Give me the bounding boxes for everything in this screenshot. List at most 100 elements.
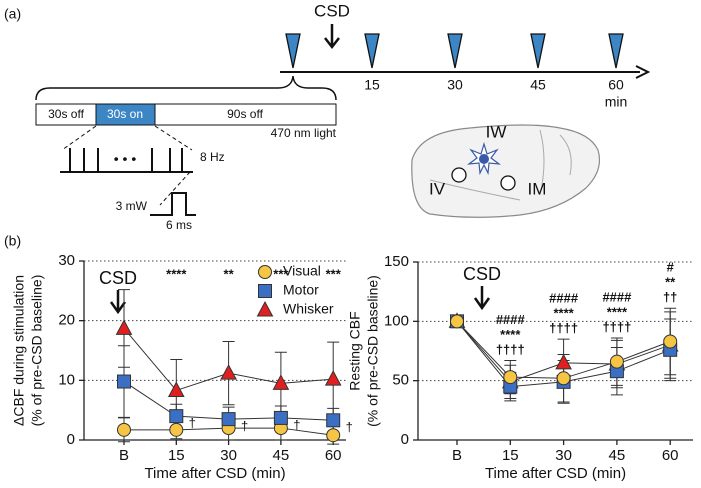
x-tick-label: 15	[502, 447, 519, 464]
significance: †	[189, 416, 196, 431]
x-axis-label: Time after CSD (min)	[485, 465, 626, 482]
significance: ††††	[549, 321, 578, 336]
brain-outline	[411, 124, 601, 218]
y-axis-label: Resting CBF	[347, 311, 363, 390]
timeline-arrowhead	[635, 65, 651, 79]
time-label: 45	[530, 77, 546, 93]
chart: 0 10 20 30 B 15 30 45 60 Time after CSD (min) ΔCBF…	[11, 252, 353, 482]
significance: **	[665, 275, 676, 290]
site-label: IW	[486, 122, 507, 141]
point	[220, 364, 237, 380]
y-tick-label: 20	[58, 312, 75, 329]
x-tick-label: 45	[609, 447, 626, 464]
significance: ††††	[496, 342, 525, 357]
brace	[35, 75, 337, 101]
y-tick-label: 10	[58, 371, 75, 388]
point	[324, 370, 342, 386]
time-label: 60	[608, 77, 624, 93]
protocol-segment	[154, 103, 337, 126]
point	[117, 374, 131, 389]
point	[169, 409, 184, 424]
significance: ††††	[602, 319, 631, 334]
significance: ####	[602, 289, 632, 304]
y-tick-label: 30	[58, 252, 75, 269]
significance: ####	[496, 312, 526, 327]
timeline: CSD 15 30 45 60 min	[280, 1, 651, 110]
frequency-label: 8 Hz	[200, 150, 225, 164]
y-axis-label: (% of pre-CSD baseline)	[29, 275, 45, 427]
point	[221, 412, 236, 427]
point	[273, 410, 288, 425]
legend-marker	[258, 284, 272, 298]
significance: ****	[607, 304, 628, 319]
significance: ####	[549, 291, 579, 306]
significance: ****	[500, 327, 521, 342]
point	[169, 422, 184, 437]
significance: ††	[663, 290, 677, 305]
significance: #	[667, 260, 675, 275]
y-axis-label: (% of pre-CSD baseline)	[365, 275, 381, 427]
significance: ***	[326, 266, 342, 281]
segment-label: 90s off	[227, 107, 263, 121]
y-tick-label: 100	[384, 312, 409, 329]
legend-marker	[258, 265, 272, 279]
significance: †	[293, 417, 300, 432]
x-tick-label: 45	[273, 447, 290, 464]
site-circle	[451, 167, 467, 183]
x-tick-label: 60	[662, 447, 679, 464]
pulse-width-label: 6 ms	[166, 218, 192, 232]
significance: ****	[553, 306, 574, 321]
light-label: 470 nm light	[271, 126, 337, 140]
point	[555, 353, 572, 370]
point	[115, 319, 133, 335]
significance: †	[241, 419, 248, 434]
point	[450, 314, 464, 329]
pulse	[150, 192, 196, 216]
x-tick-label: 60	[325, 447, 342, 464]
panel-label: (b)	[4, 233, 21, 249]
legend-label: Motor	[283, 282, 319, 298]
stimulus-markers	[285, 33, 624, 69]
point	[117, 422, 131, 437]
annotation-arrow	[109, 290, 127, 315]
significance: **	[224, 266, 235, 281]
zoom-lines	[61, 125, 193, 206]
protocol: 30s off 30s on 90s off 470 nm light • • …	[35, 75, 337, 232]
annotation: CSD	[99, 268, 137, 288]
y-tick-label: 0	[67, 431, 75, 448]
y-tick-label: 50	[392, 372, 409, 389]
annotation-arrow	[473, 286, 491, 311]
site-label: IV	[429, 179, 446, 198]
segment-label: 30s on	[107, 107, 143, 121]
point	[326, 428, 341, 443]
significance: †	[346, 420, 353, 435]
point	[326, 413, 341, 428]
legend-marker	[256, 300, 274, 317]
point	[503, 370, 518, 385]
point	[272, 374, 290, 390]
panel-label: (a)	[4, 6, 21, 22]
brain-schematic: IW IV IM	[411, 122, 601, 218]
x-axis-label: Time after CSD (min)	[144, 465, 285, 482]
point	[663, 334, 678, 349]
csd-label: CSD	[314, 1, 350, 20]
power-label: 3 mW	[116, 199, 148, 213]
brain-texture	[429, 129, 572, 201]
x-tick-label: 30	[555, 447, 572, 464]
time-label: 30	[447, 77, 463, 93]
chart: 0 50 100 150 B 15 30 45 60 Time after CSD (min) Re…	[347, 253, 693, 482]
csd-arrow	[324, 24, 340, 50]
legend-label: Whisker	[283, 301, 334, 317]
point	[609, 354, 624, 369]
x-tick-label: 30	[220, 447, 237, 464]
x-tick-label: B	[119, 447, 129, 464]
x-tick-label: B	[452, 447, 462, 464]
legend-label: Visual	[283, 263, 321, 279]
x-tick-label: 15	[168, 447, 185, 464]
segment-label: 30s off	[48, 107, 84, 121]
ellipsis: • • •	[114, 151, 137, 167]
y-tick-label: 150	[384, 253, 409, 270]
site-dot	[479, 154, 489, 164]
y-tick-label: 0	[401, 431, 409, 448]
